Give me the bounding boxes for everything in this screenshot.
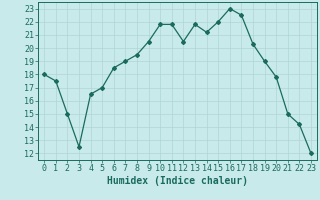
X-axis label: Humidex (Indice chaleur): Humidex (Indice chaleur): [107, 176, 248, 186]
